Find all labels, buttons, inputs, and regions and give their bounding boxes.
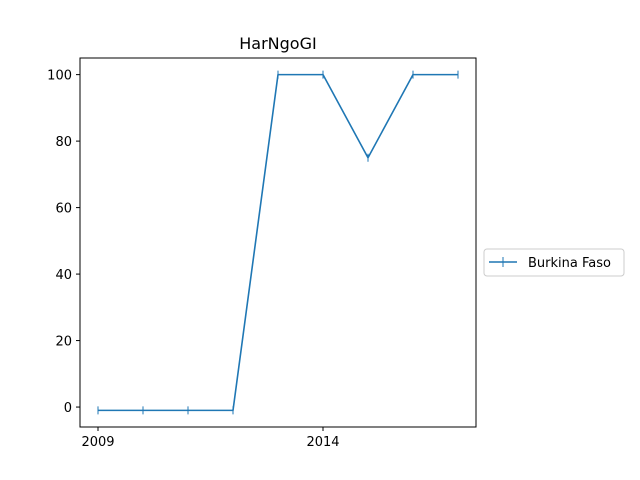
y-tick-label: 100 [47, 69, 72, 84]
legend: Burkina Faso [483, 248, 625, 277]
legend-frame [483, 248, 625, 277]
legend-label: Burkina Faso [528, 256, 611, 271]
x-tick-label: 2009 [81, 435, 114, 450]
axes-frame [79, 57, 477, 428]
axes: 0 20 40 60 80 100 2009 2014 [47, 57, 477, 450]
x-tick-label: 2014 [306, 435, 339, 450]
chart-title: HarNgoGI [239, 34, 316, 53]
y-tick-label: 60 [55, 202, 72, 217]
y-tick-label: 40 [55, 268, 72, 283]
plot-area [97, 70, 459, 415]
y-tick-label: 20 [55, 335, 72, 350]
y-tick-label: 80 [55, 135, 72, 150]
series-line [98, 73, 458, 412]
y-tick-label: 0 [64, 401, 72, 416]
